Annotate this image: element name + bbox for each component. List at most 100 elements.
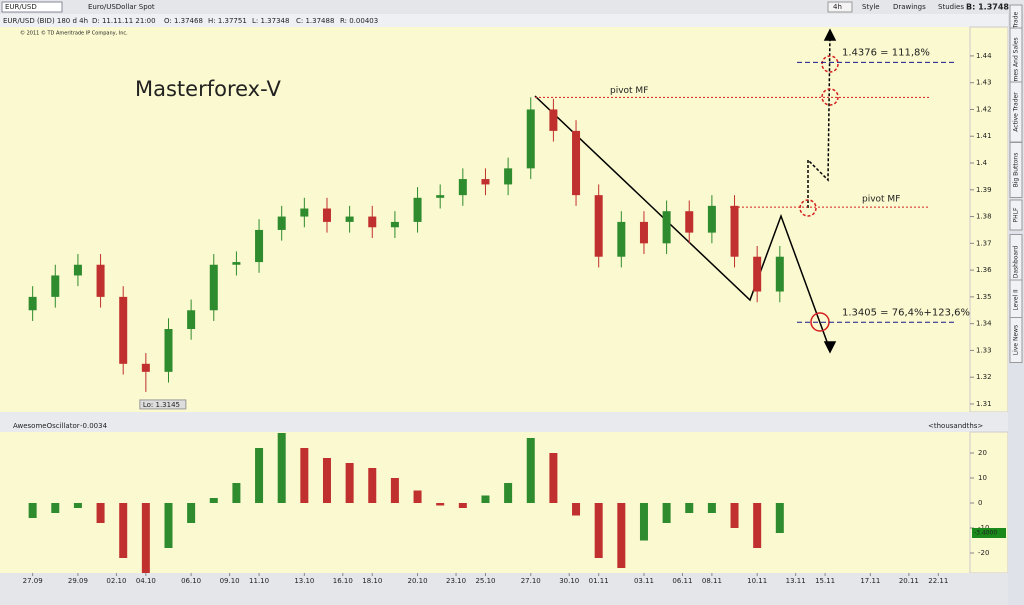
sidebar-label[interactable]: Active Trader xyxy=(1013,92,1020,132)
y-tick-label: 20 xyxy=(978,449,987,457)
sidebar-label[interactable]: Big Buttons xyxy=(1013,153,1020,188)
y-tick-label: 1.34 xyxy=(976,320,992,328)
sidebar-label[interactable]: Times And Sales xyxy=(1013,37,1020,87)
copyright: © 2011 © TD Ameritrade IP Company, Inc. xyxy=(20,30,128,37)
osc-bar xyxy=(639,503,648,541)
arrow-heads xyxy=(823,28,837,354)
osc-bar xyxy=(28,503,37,518)
candle-body xyxy=(481,179,490,185)
osc-panel xyxy=(0,432,1008,573)
last-box xyxy=(972,528,1006,538)
target-circle xyxy=(821,55,839,73)
y-tick-label: 1.33 xyxy=(976,346,992,354)
y-tick-label: 1.37 xyxy=(976,239,992,247)
chart-title: Masterforex-V xyxy=(135,77,281,101)
candle-body xyxy=(322,208,331,222)
agg-button[interactable] xyxy=(827,1,853,13)
candle-body xyxy=(572,130,581,196)
sidebar-label[interactable]: Live News xyxy=(1013,325,1020,355)
x-tick-label: 15.11 xyxy=(815,577,835,585)
level-label: pivot MF xyxy=(610,86,648,96)
candle-body xyxy=(730,205,739,257)
info-bar xyxy=(0,14,1008,27)
projection xyxy=(807,31,831,208)
y-tick-label: 1.31 xyxy=(976,400,992,408)
osc-bar xyxy=(753,503,762,548)
x-tick-label: 20.11 xyxy=(899,577,919,585)
osc-bar xyxy=(594,503,603,558)
high: H: 1.37751 xyxy=(208,17,247,25)
sidebar-label[interactable]: PHLF xyxy=(1013,207,1020,222)
osc-bar xyxy=(300,448,309,503)
drawings-button[interactable]: Drawings xyxy=(893,3,926,11)
candle-body xyxy=(753,256,762,292)
candle-body xyxy=(413,197,422,222)
osc-bar xyxy=(345,463,354,503)
x-tick-label: 18.10 xyxy=(362,577,382,585)
osc-bar xyxy=(685,503,694,513)
symbol-box[interactable] xyxy=(1,1,63,13)
osc-bar xyxy=(662,503,671,523)
sidebar-tab[interactable] xyxy=(1009,317,1023,363)
symbol[interactable]: EUR/USD xyxy=(5,3,37,11)
x-tick-label: 25.10 xyxy=(475,577,495,585)
x-tick-label: 10.11 xyxy=(747,577,767,585)
sidebar-tab[interactable] xyxy=(1009,142,1023,198)
candle-body xyxy=(549,109,558,131)
osc-title: AwesomeOscillator xyxy=(13,422,80,430)
candle-body xyxy=(232,262,241,265)
x-tick-label: 03.11 xyxy=(634,577,654,585)
price-axis xyxy=(969,26,1009,413)
study: EUR/USD (BID) 180 d 4h xyxy=(3,17,88,25)
sidebar-label[interactable]: Dashboard xyxy=(1013,246,1020,279)
osc-bar xyxy=(164,503,173,548)
top-bar xyxy=(0,0,1024,14)
osc-bar xyxy=(730,503,739,528)
low: L: 1.37348 xyxy=(252,17,289,25)
x-tick-label: 30.10 xyxy=(559,577,579,585)
x-tick-label: 23.10 xyxy=(446,577,466,585)
time-axis xyxy=(0,573,1008,605)
zigzag xyxy=(534,95,831,351)
study-header xyxy=(0,412,1008,432)
candle-body xyxy=(639,221,648,244)
x-tick-label: 27.10 xyxy=(521,577,541,585)
x-tick-label: 02.10 xyxy=(106,577,126,585)
sidebar-label[interactable]: Trade xyxy=(1013,11,1020,29)
candle-body xyxy=(436,195,445,198)
bid: B: 1.3748 xyxy=(966,3,1009,12)
osc-bar xyxy=(526,438,535,503)
osc-bar xyxy=(141,503,150,573)
drawings xyxy=(534,28,839,354)
x-tick-label: 20.10 xyxy=(408,577,428,585)
candle-body xyxy=(345,216,354,222)
level-label: 1.3405 = 76,4%+123,6% xyxy=(842,307,970,318)
candle-body xyxy=(164,329,173,372)
target-circle xyxy=(821,88,839,106)
osc-bar xyxy=(322,458,331,503)
x-tick-label: 06.10 xyxy=(181,577,201,585)
candle-body xyxy=(73,264,82,276)
candle-body xyxy=(662,211,671,244)
sidebar-tab[interactable] xyxy=(1009,199,1023,231)
aggregation[interactable]: 4h xyxy=(833,3,842,11)
range: R: 0.00403 xyxy=(340,17,378,25)
studies-button[interactable]: Studies xyxy=(938,3,964,11)
close: C: 1.37488 xyxy=(296,17,334,25)
x-tick-label: 13.11 xyxy=(786,577,806,585)
osc-bar xyxy=(549,453,558,503)
osc-bar xyxy=(232,483,241,503)
osc-bar xyxy=(504,483,513,503)
low-label: Lo: 1.3145 xyxy=(143,401,180,409)
x-tick-label: 11.10 xyxy=(249,577,269,585)
y-tick-label: 1.38 xyxy=(976,213,992,221)
x-tick-label: 16.10 xyxy=(333,577,353,585)
open: O: 1.37468 xyxy=(164,17,203,25)
style-button[interactable]: Style xyxy=(862,3,880,11)
x-tick-label: 22.11 xyxy=(928,577,948,585)
osc-bar xyxy=(187,503,196,523)
candle-body xyxy=(141,363,150,372)
candle-body xyxy=(209,264,218,311)
sidebar-label[interactable]: Level II xyxy=(1013,289,1020,311)
